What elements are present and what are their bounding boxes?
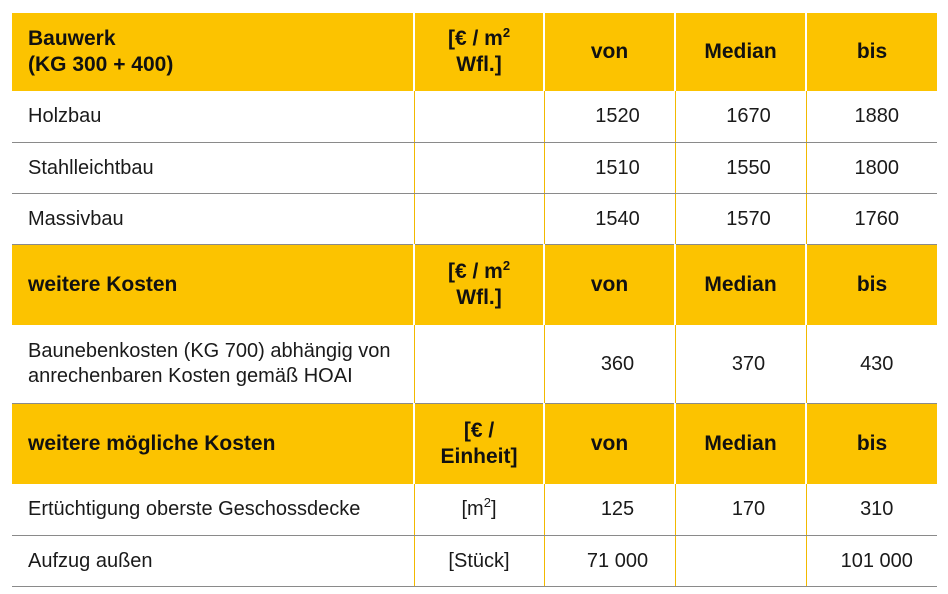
table-row: Aufzug außen [Stück] 71 000 101 000	[12, 535, 937, 587]
row-label: Baunebenkosten (KG 700) abhängig von anr…	[12, 325, 415, 404]
section-header-weitere-kosten: weitere Kosten [€ / m2 Wfl.] von Median …	[12, 244, 937, 325]
row-von: 1520	[544, 91, 676, 143]
section-title-line2: (KG 300 + 400)	[28, 53, 174, 76]
row-bis: 1760	[806, 193, 937, 245]
row-bis: 101 000	[806, 535, 937, 587]
table-row: Stahlleichtbau 1510 1550 1800	[12, 142, 937, 194]
column-header-von: von	[544, 403, 676, 484]
section-title: weitere Kosten	[12, 244, 415, 325]
row-unit: [Stück]	[414, 535, 545, 587]
section-header-weitere-moegliche-kosten: weitere mögliche Kosten [€ / Einheit] vo…	[12, 403, 937, 484]
column-header-median: Median	[675, 244, 807, 325]
row-label: Ertüchtigung oberste Geschossdecke	[12, 484, 415, 536]
row-unit-sup: 2	[483, 495, 491, 510]
row-unit	[414, 142, 545, 194]
column-header-bis: bis	[806, 13, 937, 91]
row-unit-suffix: ]	[490, 498, 497, 520]
row-label-line2: anrechenbaren Kosten gemäß HOAI	[28, 365, 353, 387]
table-row: Holzbau 1520 1670 1880	[12, 91, 937, 143]
table-row: Massivbau 1540 1570 1760	[12, 193, 937, 245]
row-unit	[414, 325, 545, 404]
column-header-median: Median	[675, 13, 807, 91]
unit-header-prefix: [€ / m	[447, 27, 503, 50]
section-title: Bauwerk (KG 300 + 400)	[12, 13, 415, 91]
row-unit: [m2]	[414, 484, 545, 536]
row-von: 1540	[544, 193, 676, 245]
row-bis: 430	[806, 325, 937, 404]
row-von: 125	[544, 484, 676, 536]
row-von: 1510	[544, 142, 676, 194]
column-header-bis: bis	[806, 403, 937, 484]
column-header-von: von	[544, 13, 676, 91]
unit-header-sup: 2	[502, 258, 511, 273]
table-row: Ertüchtigung oberste Geschossdecke [m2] …	[12, 484, 937, 536]
row-median: 1570	[675, 193, 807, 245]
row-bis: 310	[806, 484, 937, 536]
column-header-bis: bis	[806, 244, 937, 325]
table-row: Baunebenkosten (KG 700) abhängig von anr…	[12, 325, 937, 404]
unit-header-line2: Einheit]	[440, 445, 518, 468]
row-von: 71 000	[544, 535, 676, 587]
row-median: 370	[675, 325, 807, 404]
row-median: 170	[675, 484, 807, 536]
row-median: 1550	[675, 142, 807, 194]
unit-header: [€ / m2 Wfl.]	[414, 13, 545, 91]
row-median: 1670	[675, 91, 807, 143]
row-bis: 1800	[806, 142, 937, 194]
row-label-line1: Baunebenkosten (KG 700) abhängig von	[28, 340, 391, 362]
column-header-median: Median	[675, 403, 807, 484]
cost-table: Bauwerk (KG 300 + 400) [€ / m2 Wfl.] von…	[12, 13, 937, 587]
row-label: Holzbau	[12, 91, 415, 143]
column-header-von: von	[544, 244, 676, 325]
row-bis: 1880	[806, 91, 937, 143]
unit-header-line1: [€ /	[463, 419, 495, 442]
row-unit-prefix: [m	[461, 498, 484, 520]
section-title-line1: Bauwerk	[28, 27, 116, 50]
row-label: Stahlleichtbau	[12, 142, 415, 194]
row-label: Aufzug außen	[12, 535, 415, 587]
unit-header-line2: Wfl.]	[456, 53, 502, 76]
unit-header-line2: Wfl.]	[456, 286, 502, 309]
section-header-bauwerk: Bauwerk (KG 300 + 400) [€ / m2 Wfl.] von…	[12, 13, 937, 91]
row-median	[675, 535, 807, 587]
row-label: Massivbau	[12, 193, 415, 245]
row-unit	[414, 91, 545, 143]
row-unit	[414, 193, 545, 245]
unit-header: [€ / Einheit]	[414, 403, 545, 484]
unit-header: [€ / m2 Wfl.]	[414, 244, 545, 325]
unit-header-prefix: [€ / m	[447, 260, 503, 283]
section-title: weitere mögliche Kosten	[12, 403, 415, 484]
row-von: 360	[544, 325, 676, 404]
unit-header-sup: 2	[502, 25, 511, 40]
